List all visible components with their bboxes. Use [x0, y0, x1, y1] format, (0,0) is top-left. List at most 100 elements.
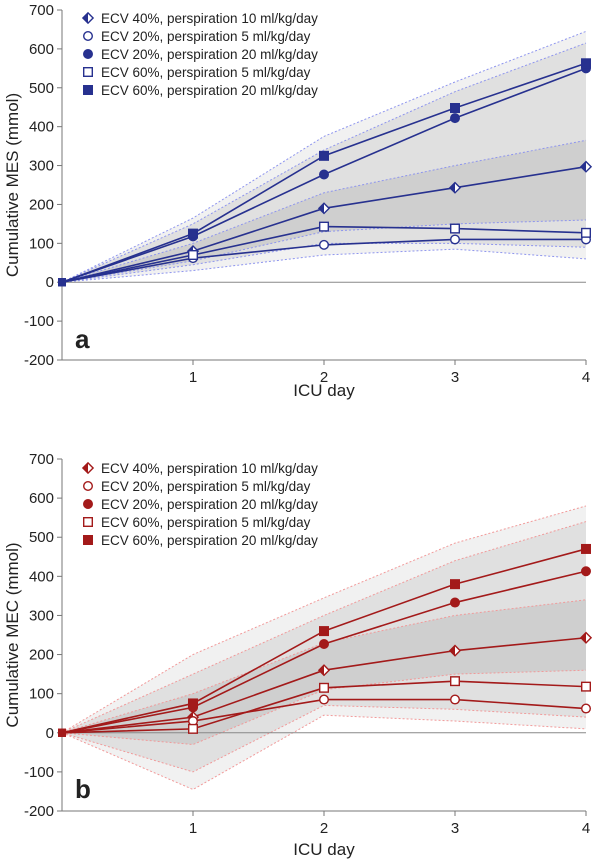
y-tick-label: 0 [46, 725, 54, 742]
y-tick-label: 200 [29, 196, 54, 213]
x-tick-label: 3 [451, 820, 459, 837]
data-point [450, 113, 461, 124]
confidence-band-upper-edge [61, 30, 587, 283]
legend-marker [82, 517, 93, 528]
panel-label: a [75, 324, 90, 354]
y-tick-label: 300 [29, 158, 54, 175]
legend-item: ECV 60%, perspiration 20 ml/kg/day [82, 533, 318, 548]
legend-marker [82, 535, 93, 546]
y-tick-label: 600 [29, 41, 54, 58]
data-point [581, 543, 592, 554]
series-group [58, 543, 593, 737]
data-point [319, 682, 330, 693]
data-point [581, 703, 592, 714]
data-point [319, 638, 330, 649]
data-point [319, 239, 330, 250]
x-tick-label: 4 [582, 369, 590, 386]
x-axis-title: ICU day [293, 840, 355, 859]
x-tick-label: 1 [189, 369, 197, 386]
legend-label: ECV 40%, perspiration 10 ml/kg/day [101, 11, 318, 26]
legend-marker [82, 66, 93, 77]
data-point [319, 150, 330, 161]
legend-item: ECV 60%, perspiration 5 ml/kg/day [82, 515, 311, 530]
legend-label: ECV 60%, perspiration 5 ml/kg/day [101, 515, 311, 530]
y-tick-label: 400 [29, 119, 54, 136]
legend-label: ECV 20%, perspiration 20 ml/kg/day [101, 497, 318, 512]
y-tick-label: 100 [29, 686, 54, 703]
data-point [450, 694, 461, 705]
legend-marker [82, 84, 93, 95]
data-point [450, 579, 461, 590]
data-point [319, 694, 330, 705]
y-tick-label: 600 [29, 490, 54, 507]
data-point [187, 698, 198, 709]
chart-panel-b: -200 -100 0 100 200 300 400 500 600 700 1 2 3 4 ICU da… [3, 451, 593, 859]
legend-label: ECV 60%, perspiration 5 ml/kg/day [101, 65, 311, 80]
data-point [450, 597, 461, 608]
data-point [581, 58, 592, 69]
x-tick-label: 1 [189, 820, 197, 837]
data-point [317, 202, 331, 215]
data-point-origin [58, 728, 66, 737]
legend-item: ECV 20%, perspiration 20 ml/kg/day [82, 497, 318, 512]
x-tick-label: 2 [320, 369, 328, 386]
series-5 [58, 58, 592, 287]
y-tick-label: 500 [29, 529, 54, 546]
legend-item: ECV 20%, perspiration 20 ml/kg/day [82, 47, 318, 62]
legend-label: ECV 60%, perspiration 20 ml/kg/day [101, 533, 318, 548]
data-point [581, 566, 592, 577]
legend-marker [81, 11, 95, 25]
legend-label: ECV 60%, perspiration 20 ml/kg/day [101, 83, 318, 98]
data-point [187, 723, 198, 734]
legend-marker [82, 499, 93, 510]
confidence-band-lower-edge [61, 219, 587, 283]
legend-marker [82, 49, 93, 60]
legend-marker [82, 481, 93, 492]
y-tick-label: -100 [24, 313, 54, 330]
legend-item: ECV 60%, perspiration 20 ml/kg/day [82, 83, 318, 98]
x-tick-label: 4 [582, 820, 590, 837]
y-tick-label: 300 [29, 607, 54, 624]
series-4 [58, 221, 592, 287]
data-point [579, 631, 593, 644]
x-axis-title: ICU day [293, 381, 355, 400]
data-point [317, 664, 331, 677]
legend-marker [81, 461, 95, 475]
legend-label: ECV 40%, perspiration 10 ml/kg/day [101, 461, 318, 476]
confidence-band-upper-edge [61, 139, 587, 283]
x-tick-label: 3 [451, 369, 459, 386]
x-tick-label: 2 [320, 820, 328, 837]
y-tick-label: 700 [29, 451, 54, 468]
data-point [581, 227, 592, 238]
legend-label: ECV 20%, perspiration 5 ml/kg/day [101, 29, 311, 44]
data-point [448, 644, 462, 657]
series-group [58, 58, 593, 287]
data-point [319, 169, 330, 180]
y-tick-label: 200 [29, 647, 54, 664]
legend-item: ECV 20%, perspiration 5 ml/kg/day [82, 479, 311, 494]
legend-item: ECV 40%, perspiration 10 ml/kg/day [81, 461, 318, 476]
confidence-band-lower-edge [61, 714, 587, 791]
confidence-band-upper-edge [61, 505, 587, 734]
y-tick-label: -200 [24, 803, 54, 820]
series-5 [58, 543, 592, 737]
data-point [579, 160, 593, 173]
data-point [448, 181, 462, 194]
legend-item: ECV 40%, perspiration 10 ml/kg/day [81, 11, 318, 26]
y-tick-label: 100 [29, 235, 54, 252]
legend-label: ECV 20%, perspiration 5 ml/kg/day [101, 479, 311, 494]
data-point [319, 626, 330, 637]
data-point [450, 223, 461, 234]
confidence-band-upper-edge [61, 42, 587, 283]
y-tick-label: 400 [29, 568, 54, 585]
legend: ECV 40%, perspiration 10 ml/kg/day ECV 20… [81, 11, 318, 98]
data-point [187, 249, 198, 260]
data-point [187, 228, 198, 239]
data-point [450, 102, 461, 113]
chart-panel-a: -200 -100 0 100 200 300 400 500 600 700 1 2 3 4 ICU da… [3, 2, 593, 400]
legend-item: ECV 20%, perspiration 5 ml/kg/day [82, 29, 311, 44]
legend-marker [82, 31, 93, 42]
data-point-origin [58, 278, 66, 287]
y-tick-label: -100 [24, 764, 54, 781]
data-point [581, 681, 592, 692]
